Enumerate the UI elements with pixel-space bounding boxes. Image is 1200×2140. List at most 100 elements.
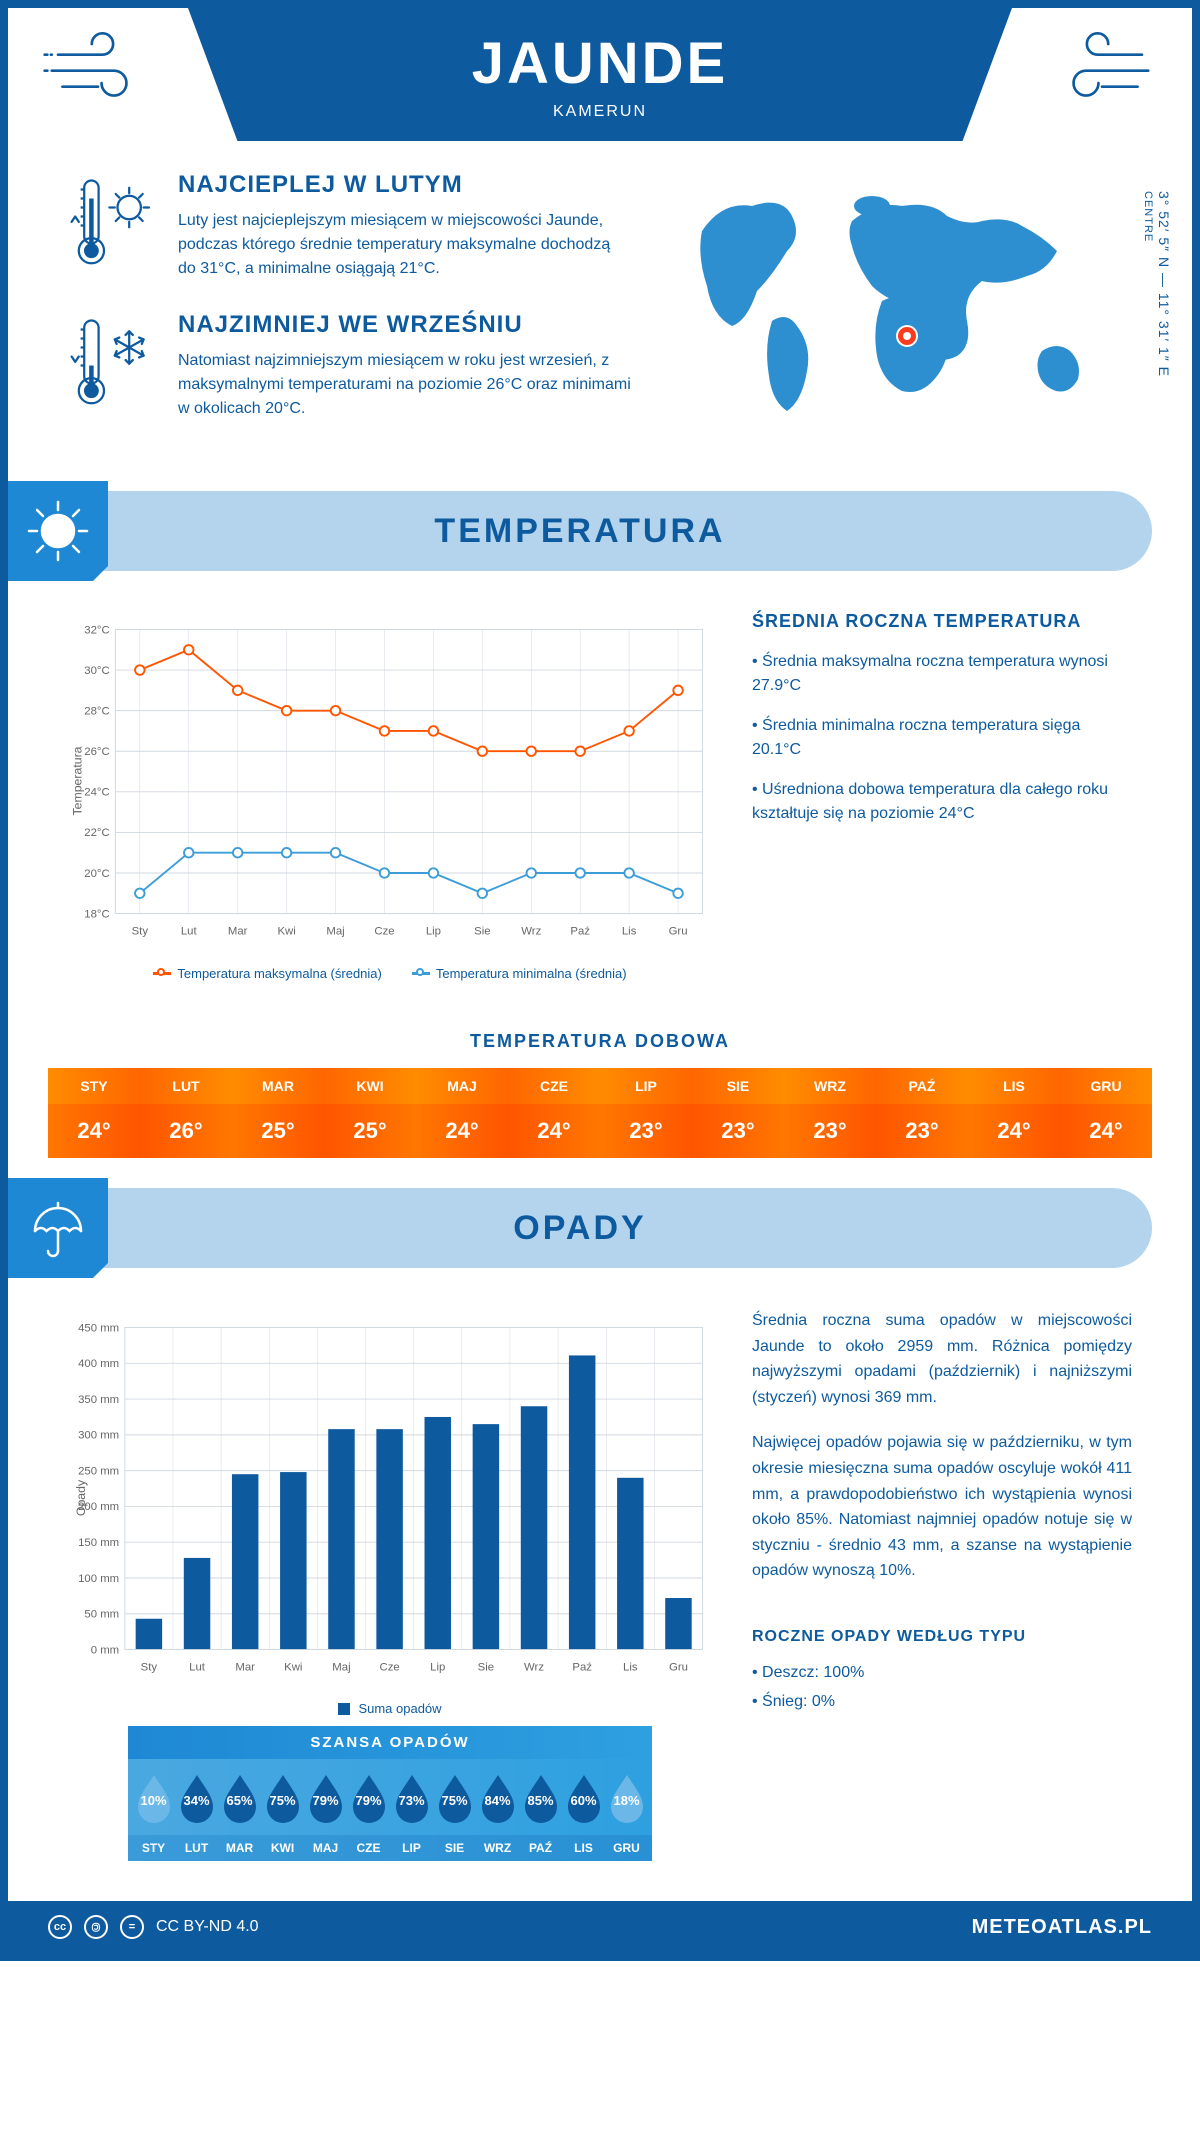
wind-icon-right: [1012, 8, 1192, 128]
daily-value: 24°: [968, 1104, 1060, 1158]
daily-value: 25°: [324, 1104, 416, 1158]
svg-text:Cze: Cze: [380, 1661, 400, 1673]
daily-value: 24°: [508, 1104, 600, 1158]
svg-text:Paź: Paź: [572, 1661, 592, 1673]
svg-text:300 mm: 300 mm: [78, 1430, 119, 1442]
avg-temp-title: ŚREDNIA ROCZNA TEMPERATURA: [752, 611, 1132, 632]
daily-month: CZE: [508, 1068, 600, 1104]
world-map-panel: 3° 52′ 5″ N — 11° 31′ 1″ E CENTRE: [672, 171, 1132, 451]
page-title: JAUNDE: [188, 30, 1012, 97]
chance-month: SIE: [433, 1841, 476, 1855]
by-icon: 🄯: [84, 1915, 108, 1939]
daily-col: LIS24°: [968, 1068, 1060, 1158]
chance-month: WRZ: [476, 1841, 519, 1855]
thermometer-sun-icon: [68, 171, 158, 281]
avg-temp-bullet: • Średnia maksymalna roczna temperatura …: [752, 650, 1132, 698]
chance-title: SZANSA OPADÓW: [128, 1726, 652, 1759]
precip-chance: SZANSA OPADÓW 10%34%65%75%79%79%73%75%84…: [128, 1726, 652, 1861]
world-map-icon: [672, 171, 1132, 431]
daily-month: LIP: [600, 1068, 692, 1104]
coldest-block: NAJZIMNIEJ WE WRZEŚNIU Natomiast najzimn…: [68, 311, 632, 421]
svg-text:30°C: 30°C: [84, 665, 109, 677]
warmest-block: NAJCIEPLEJ W LUTYM Luty jest najcieplejs…: [68, 171, 632, 281]
daily-month: MAJ: [416, 1068, 508, 1104]
daily-month: MAR: [232, 1068, 324, 1104]
precip-bar-chart: 0 mm50 mm100 mm150 mm200 mm250 mm300 mm3…: [68, 1308, 712, 1688]
intro-section: NAJCIEPLEJ W LUTYM Luty jest najcieplejs…: [8, 141, 1192, 471]
svg-text:Sie: Sie: [474, 925, 490, 937]
precip-section-header: OPADY: [8, 1188, 1152, 1268]
svg-text:28°C: 28°C: [84, 705, 109, 717]
precip-chart-area: 0 mm50 mm100 mm150 mm200 mm250 mm300 mm3…: [68, 1308, 712, 1891]
daily-value: 23°: [600, 1104, 692, 1158]
nd-icon: =: [120, 1915, 144, 1939]
daily-month: WRZ: [784, 1068, 876, 1104]
precip-content: 0 mm50 mm100 mm150 mm200 mm250 mm300 mm3…: [8, 1288, 1192, 1901]
title-band: JAUNDE KAMERUN: [188, 8, 1012, 141]
temperature-line-chart: 18°C20°C22°C24°C26°C28°C30°C32°CStyLutMa…: [68, 611, 712, 951]
svg-text:250 mm: 250 mm: [78, 1465, 119, 1477]
chance-drop: 85%: [519, 1771, 562, 1823]
daily-value: 23°: [876, 1104, 968, 1158]
svg-text:400 mm: 400 mm: [78, 1358, 119, 1370]
precip-para: Średnia roczna suma opadów w miejscowośc…: [752, 1308, 1132, 1410]
daily-col: LIP23°: [600, 1068, 692, 1158]
svg-text:18°C: 18°C: [84, 908, 109, 920]
page-root: JAUNDE KAMERUN: [0, 0, 1200, 1961]
intro-text-column: NAJCIEPLEJ W LUTYM Luty jest najcieplejs…: [68, 171, 632, 451]
svg-text:Temperatura: Temperatura: [70, 746, 84, 815]
svg-text:Mar: Mar: [228, 925, 248, 937]
precip-legend-label: Suma opadów: [358, 1701, 441, 1716]
chance-month: GRU: [605, 1841, 648, 1855]
coldest-text: Natomiast najzimniejszym miesiącem w rok…: [178, 349, 632, 421]
chance-drop: 84%: [476, 1771, 519, 1823]
chance-month: LIP: [390, 1841, 433, 1855]
sun-icon: [8, 481, 108, 581]
warmest-text: Luty jest najcieplejszym miesiącem w mie…: [178, 209, 632, 281]
chance-month: MAJ: [304, 1841, 347, 1855]
svg-text:Kwi: Kwi: [277, 925, 295, 937]
chance-drop: 10%: [132, 1771, 175, 1823]
chance-months-row: STYLUTMARKWIMAJCZELIPSIEWRZPAŹLISGRU: [128, 1835, 652, 1861]
chance-month: CZE: [347, 1841, 390, 1855]
daily-col: MAR25°: [232, 1068, 324, 1158]
daily-month: SIE: [692, 1068, 784, 1104]
precip-type-bullet: • Śnieg: 0%: [752, 1689, 1132, 1715]
svg-text:0 mm: 0 mm: [91, 1644, 119, 1656]
chance-month: MAR: [218, 1841, 261, 1855]
precip-type-bullet: • Deszcz: 100%: [752, 1660, 1132, 1686]
svg-text:32°C: 32°C: [84, 624, 109, 636]
chance-drop: 75%: [433, 1771, 476, 1823]
daily-value: 24°: [416, 1104, 508, 1158]
wind-icon-left: [8, 8, 188, 128]
page-subtitle: KAMERUN: [188, 103, 1012, 121]
daily-month: PAŹ: [876, 1068, 968, 1104]
daily-col: KWI25°: [324, 1068, 416, 1158]
daily-month: STY: [48, 1068, 140, 1104]
svg-text:Paź: Paź: [570, 925, 590, 937]
svg-text:Wrz: Wrz: [524, 1661, 544, 1673]
daily-value: 24°: [48, 1104, 140, 1158]
svg-text:Lut: Lut: [181, 925, 198, 937]
chance-month: PAŹ: [519, 1841, 562, 1855]
svg-text:Sty: Sty: [132, 925, 149, 937]
daily-col: LUT26°: [140, 1068, 232, 1158]
cc-icon: cc: [48, 1915, 72, 1939]
daily-col: STY24°: [48, 1068, 140, 1158]
svg-text:24°C: 24°C: [84, 787, 109, 799]
coldest-title: NAJZIMNIEJ WE WRZEŚNIU: [178, 311, 632, 339]
svg-text:Lip: Lip: [430, 1661, 445, 1673]
svg-text:Maj: Maj: [332, 1661, 350, 1673]
svg-text:450 mm: 450 mm: [78, 1322, 119, 1334]
avg-temp-bullet: • Uśredniona dobowa temperatura dla całe…: [752, 778, 1132, 826]
svg-text:150 mm: 150 mm: [78, 1537, 119, 1549]
legend-max-label: Temperatura maksymalna (średnia): [177, 966, 381, 981]
daily-value: 23°: [784, 1104, 876, 1158]
daily-col: WRZ23°: [784, 1068, 876, 1158]
svg-text:Gru: Gru: [669, 925, 688, 937]
svg-text:Lis: Lis: [622, 925, 637, 937]
daily-temperature: TEMPERATURA DOBOWA STY24°LUT26°MAR25°KWI…: [8, 1031, 1192, 1158]
chance-month: STY: [132, 1841, 175, 1855]
precip-title: OPADY: [513, 1209, 646, 1248]
svg-text:Maj: Maj: [326, 925, 344, 937]
